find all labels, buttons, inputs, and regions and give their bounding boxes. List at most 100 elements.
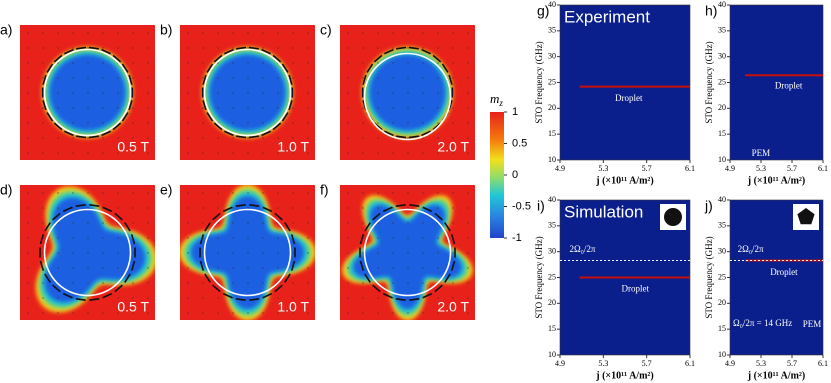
- spin-dot: [347, 297, 349, 299]
- spin-dot: [262, 237, 264, 239]
- spin-dot: [102, 32, 104, 34]
- spin-dot: [202, 252, 204, 254]
- spin-dot: [392, 122, 394, 124]
- spin-arrow: [281, 63, 289, 73]
- x-tick-label: 5.7: [787, 359, 797, 368]
- spin-dot: [407, 207, 409, 209]
- annotation: Droplet: [770, 267, 798, 277]
- spin-dot: [437, 77, 439, 79]
- spin-dot: [262, 207, 264, 209]
- spin-dot: [72, 192, 74, 194]
- spin-dot: [277, 237, 279, 239]
- spin-arrow: [396, 46, 407, 50]
- spin-dot: [292, 297, 294, 299]
- spin-arrow: [421, 48, 432, 55]
- spin-dot: [232, 237, 234, 239]
- panel-title: Simulation: [564, 202, 643, 221]
- spin-dot: [87, 47, 89, 49]
- spin-dot: [27, 237, 29, 239]
- spin-dot: [187, 47, 189, 49]
- spin-arrow: [112, 122, 122, 131]
- spin-dot: [377, 252, 379, 254]
- spin-dot: [147, 32, 149, 34]
- spin-dot: [232, 282, 234, 284]
- spin-dot: [27, 77, 29, 79]
- spin-dot: [347, 62, 349, 64]
- spin-dot: [57, 62, 59, 64]
- spin-dot: [42, 152, 44, 154]
- spin-dot: [437, 122, 439, 124]
- spin-dot: [147, 267, 149, 269]
- domain: [180, 185, 315, 320]
- spin-dot: [42, 62, 44, 64]
- spin-arrow: [444, 222, 451, 232]
- spin-dot: [347, 207, 349, 209]
- y-tick-label: 30: [718, 246, 726, 255]
- spin-dot: [307, 192, 309, 194]
- spin-dot: [277, 92, 279, 94]
- spin-dot: [117, 312, 119, 314]
- reference-circle: [203, 48, 292, 137]
- spin-arrow: [53, 122, 63, 131]
- spin-dot: [102, 207, 104, 209]
- y-tick-label: 10: [718, 350, 726, 359]
- spin-arrow: [434, 212, 443, 221]
- x-tick-label: 5.3: [756, 359, 766, 368]
- colorbar-label-main: m: [490, 91, 499, 106]
- spin-dot: [452, 77, 454, 79]
- spin-arrow: [76, 46, 87, 50]
- spin-dot: [307, 152, 309, 154]
- spin-dot: [147, 237, 149, 239]
- x-axis-label: j (×10¹¹ A/m²): [747, 175, 805, 186]
- x-axis-label: j (×10¹¹ A/m²): [747, 370, 805, 381]
- panel-label: g): [537, 3, 549, 19]
- spin-dot: [437, 207, 439, 209]
- spin-dot: [187, 62, 189, 64]
- spin-dot: [292, 77, 294, 79]
- x-tick-label: 5.7: [787, 164, 797, 173]
- x-tick-label: 5.7: [642, 359, 652, 368]
- spin-dot: [277, 207, 279, 209]
- spin-arrow: [102, 206, 113, 213]
- spin-dot: [407, 62, 409, 64]
- spin-dot: [147, 107, 149, 109]
- colorbar-tick-label: 0.5: [512, 137, 527, 149]
- spin-dot: [187, 77, 189, 79]
- spin-dot: [42, 312, 44, 314]
- spin-dot: [102, 192, 104, 194]
- spin-arrow: [408, 135, 419, 139]
- spin-arrow: [222, 292, 233, 299]
- spin-arrow: [249, 203, 260, 207]
- y-tick-label: 35: [718, 221, 726, 230]
- spin-arrow: [202, 74, 207, 85]
- spin-dot: [292, 222, 294, 224]
- spin-dot: [307, 222, 309, 224]
- annotation: PEM: [803, 319, 822, 329]
- spin-dot: [202, 47, 204, 49]
- spin-arrow: [88, 135, 99, 139]
- spin-dot: [87, 252, 89, 254]
- spin-dot: [347, 32, 349, 34]
- spin-dot: [437, 32, 439, 34]
- spin-dot: [42, 297, 44, 299]
- reference-circle: [43, 208, 132, 297]
- spin-arrow: [288, 74, 293, 85]
- spin-dot: [247, 47, 249, 49]
- y-tick-label: 20: [548, 103, 556, 112]
- spin-dot: [422, 312, 424, 314]
- panel-label: d): [0, 182, 12, 198]
- spin-arrow: [63, 48, 74, 55]
- spin-arrow: [130, 234, 136, 245]
- spin-arrow: [432, 54, 442, 63]
- spin-arrow: [272, 54, 282, 63]
- spin-dot: [57, 207, 59, 209]
- spin-dot: [292, 92, 294, 94]
- spin-dot: [422, 62, 424, 64]
- y-tick-label: 40: [718, 195, 726, 204]
- spin-arrow: [409, 298, 420, 302]
- spin-dot: [132, 47, 134, 49]
- spin-dot: [262, 92, 264, 94]
- panel-label: j): [704, 198, 713, 214]
- x-tick-label: 5.3: [756, 164, 766, 173]
- spin-dot: [437, 47, 439, 49]
